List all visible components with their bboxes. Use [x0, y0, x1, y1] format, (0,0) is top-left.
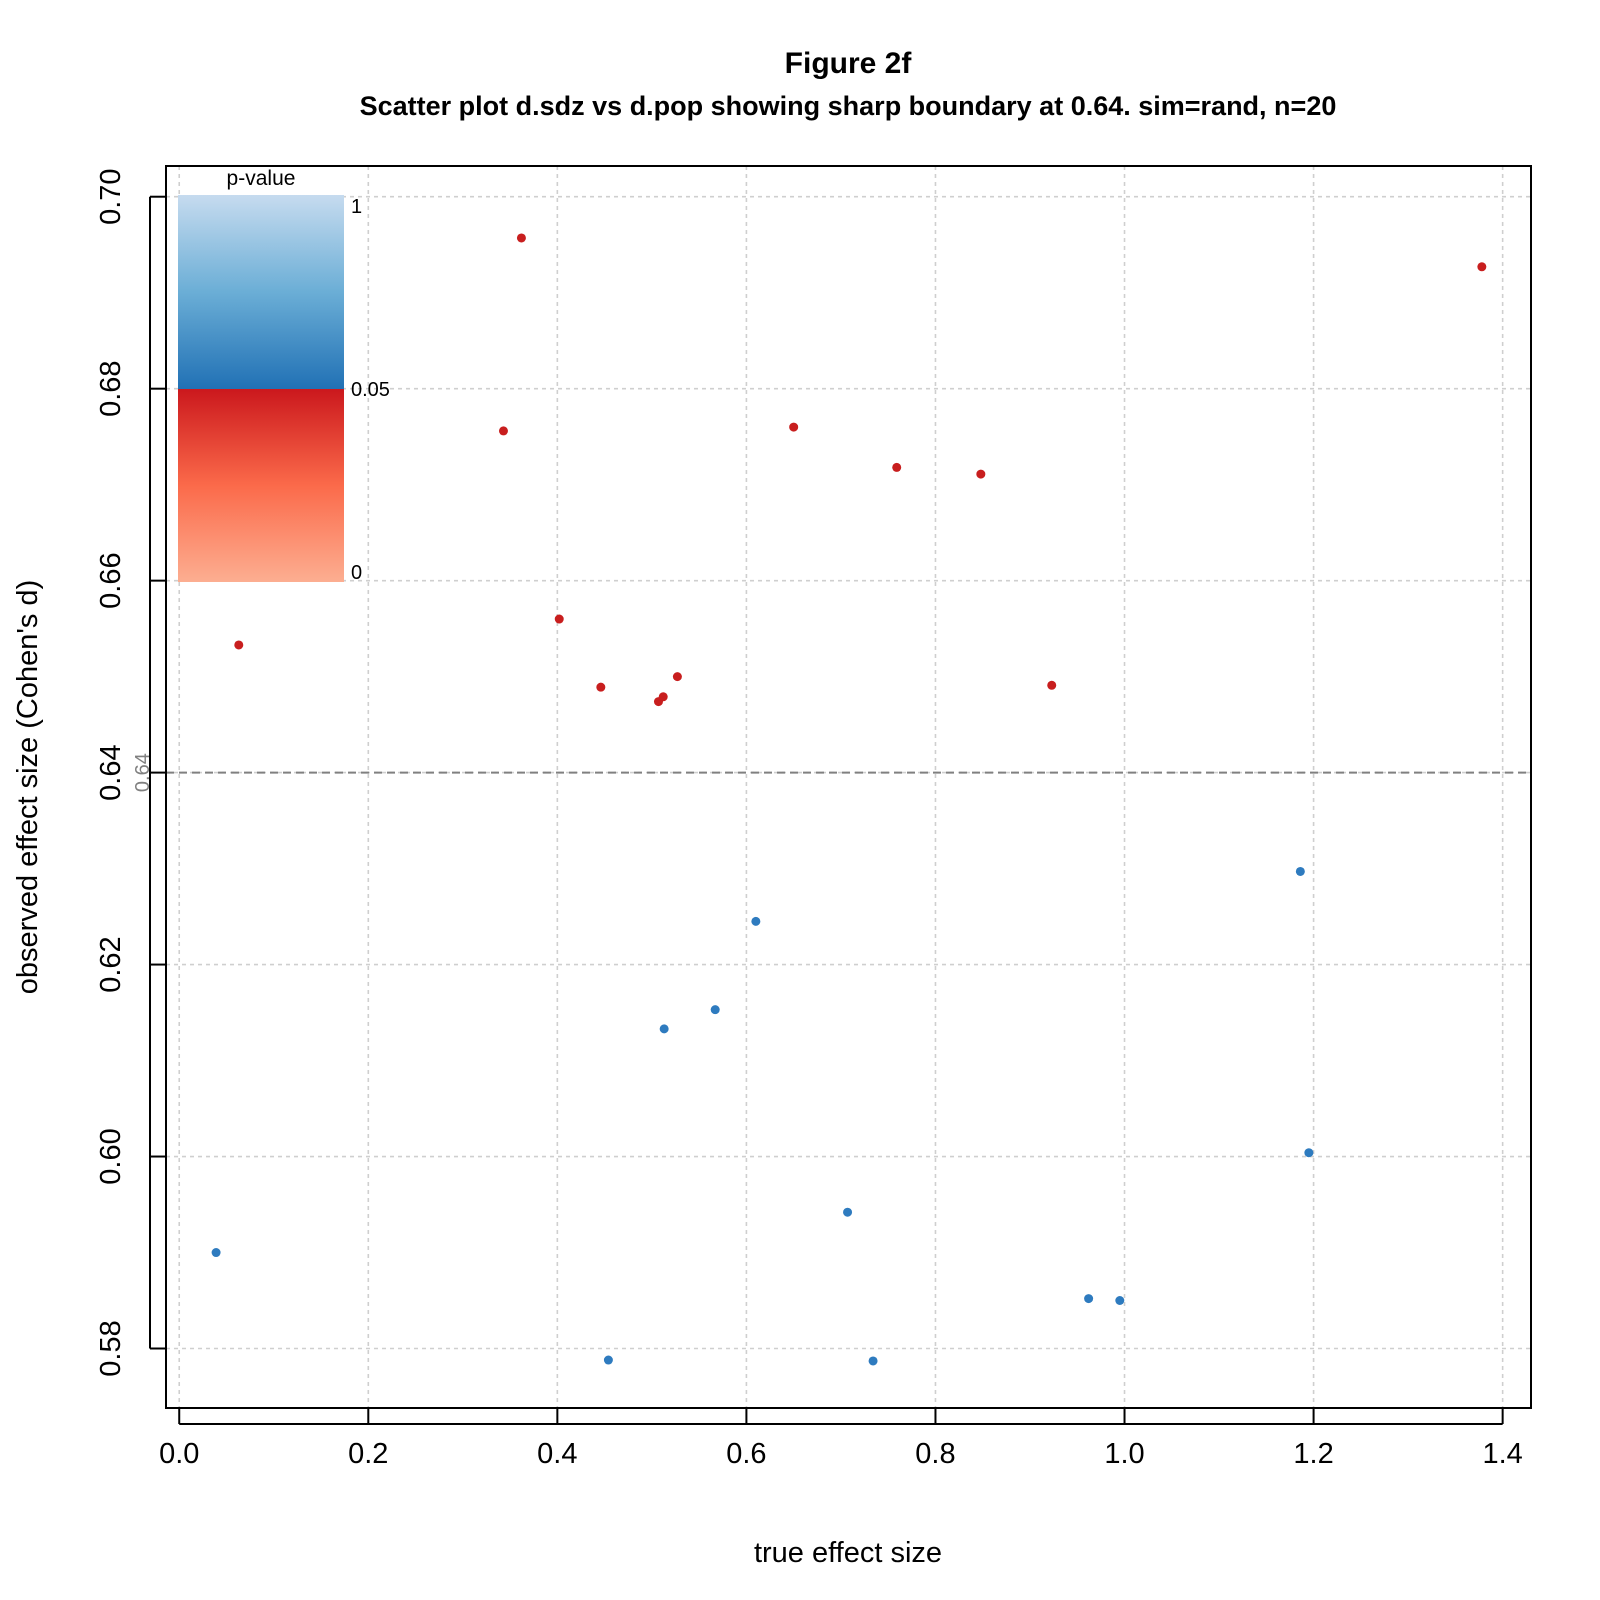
legend-bar-significant [178, 389, 344, 582]
data-point-nonsignificant [710, 1005, 720, 1015]
data-point-nonsignificant [1115, 1296, 1125, 1306]
data-point-significant [1477, 262, 1487, 272]
y-tick-label: 0.58 [95, 1320, 127, 1376]
data-point-nonsignificant [868, 1356, 878, 1366]
y-tick-label: 0.66 [95, 552, 127, 608]
data-points [211, 233, 1487, 1366]
y-tick-label: 0.62 [95, 936, 127, 992]
y-axis-label: observed effect size (Cohen's d) [12, 580, 44, 994]
data-point-significant [554, 614, 564, 624]
data-point-nonsignificant [1304, 1148, 1314, 1158]
data-point-nonsignificant [211, 1248, 221, 1258]
y-tick-label: 0.64 [95, 744, 127, 800]
data-point-significant [672, 672, 682, 682]
y-axis: 0.58 0.60 0.62 0.64 0.66 0.68 0.70 [95, 168, 166, 1377]
reference-line-label: 0.64 [132, 753, 154, 792]
x-tick-label: 1.4 [1482, 1438, 1522, 1470]
y-tick-label: 0.68 [95, 360, 127, 416]
data-point-nonsignificant [1295, 866, 1305, 876]
data-point-significant [498, 426, 508, 436]
x-tick-label: 1.0 [1104, 1438, 1144, 1470]
data-point-nonsignificant [843, 1207, 853, 1217]
legend-tick-label: 1 [351, 196, 362, 218]
data-point-significant [789, 422, 799, 432]
grid [166, 166, 1531, 1408]
x-tick-label: 0.4 [537, 1438, 577, 1470]
data-point-nonsignificant [751, 916, 761, 926]
x-axis-label: true effect size [754, 1537, 942, 1569]
x-tick-label: 0.6 [726, 1438, 766, 1470]
legend-title: p-value [227, 167, 296, 190]
x-tick-label: 1.2 [1293, 1438, 1333, 1470]
plot-frame [165, 165, 1532, 1409]
y-tick-label: 0.70 [95, 168, 127, 224]
data-point-nonsignificant [1084, 1294, 1094, 1304]
data-point-nonsignificant [659, 1024, 669, 1034]
data-point-significant [596, 682, 606, 692]
data-point-significant [516, 233, 526, 243]
x-tick-label: 0.0 [159, 1438, 199, 1470]
legend-tick-label: 0 [351, 562, 362, 584]
reference-line-group: 0.64 [132, 753, 1531, 792]
x-tick-label: 0.8 [915, 1438, 955, 1470]
legend-bar-nonsignificant [178, 195, 344, 389]
data-point-significant [234, 640, 244, 650]
legend-tick-label: 0.05 [351, 379, 390, 401]
data-point-significant [658, 692, 668, 702]
y-tick-label: 0.60 [95, 1128, 127, 1184]
chart-subtitle: Scatter plot d.sdz vs d.pop showing shar… [360, 91, 1337, 121]
chart-title: Figure 2f [785, 47, 913, 80]
data-point-significant [892, 462, 902, 472]
data-point-significant [1047, 680, 1057, 690]
x-tick-label: 0.2 [348, 1438, 388, 1470]
p-value-legend: p-value 1 0.05 0 [178, 167, 390, 584]
x-axis: 0.0 0.2 0.4 0.6 0.8 1.0 1.2 1.4 [159, 1408, 1523, 1470]
data-point-nonsignificant [603, 1355, 613, 1365]
data-point-significant [976, 469, 986, 479]
